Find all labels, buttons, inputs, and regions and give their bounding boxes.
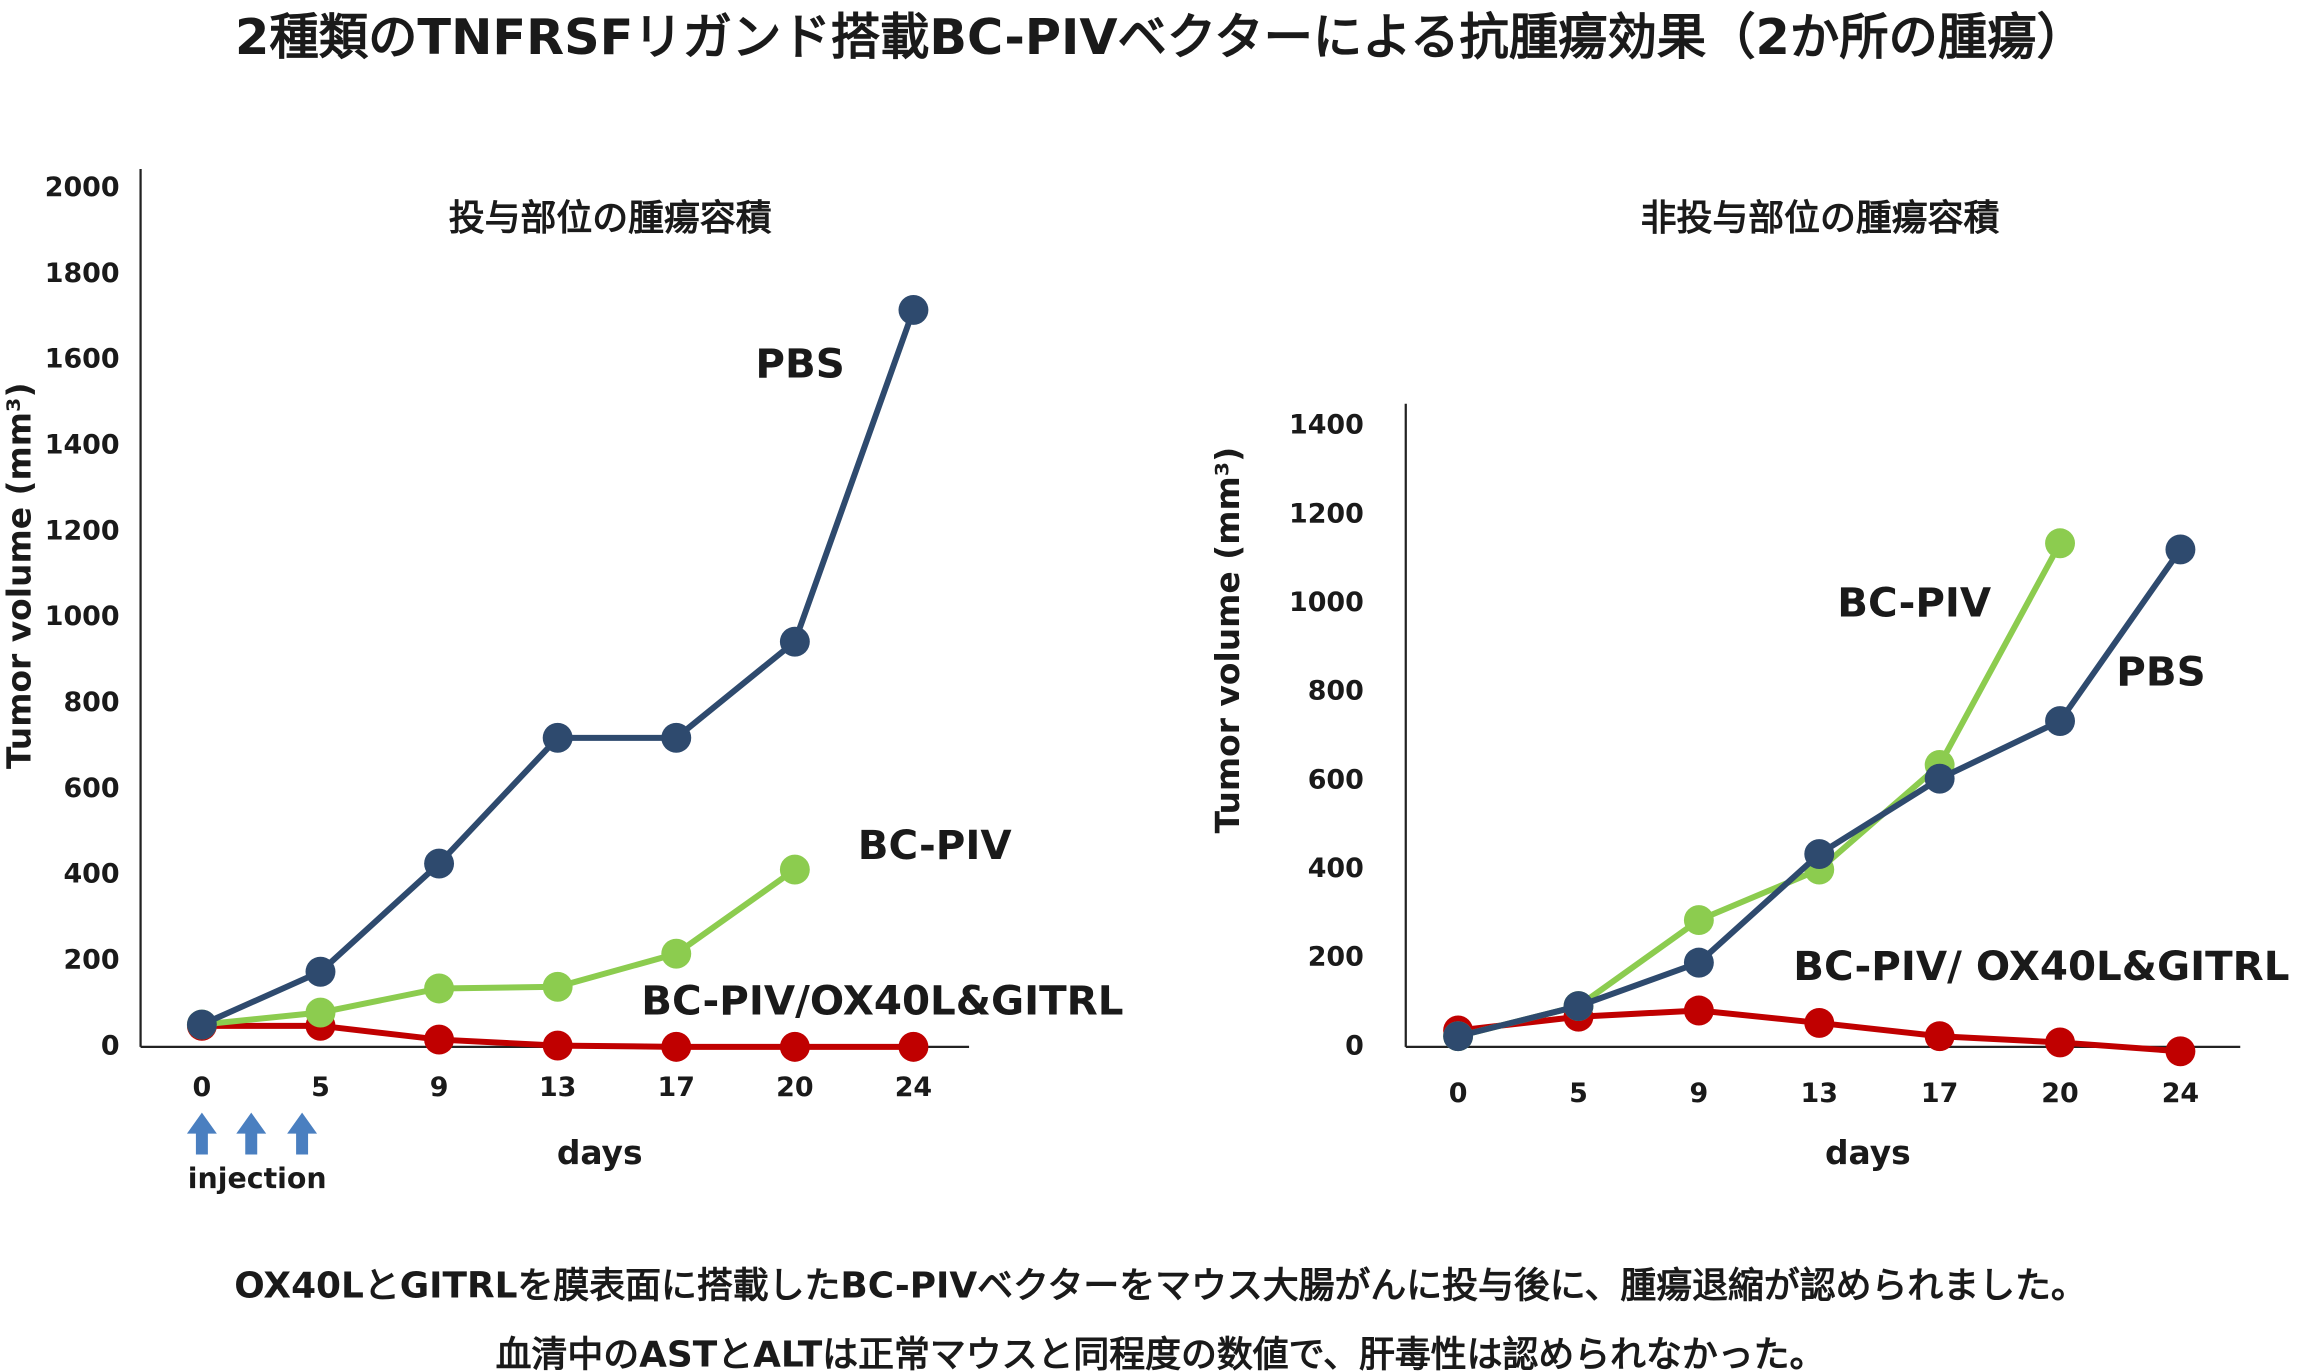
data-point bbox=[2165, 1036, 2196, 1067]
series-label: PBS bbox=[2116, 648, 2205, 695]
x-tick-label: 0 bbox=[1449, 1078, 1468, 1109]
y-tick-label: 1400 bbox=[1289, 410, 1364, 441]
data-point bbox=[1804, 1007, 1835, 1038]
caption: OX40LとGITRLを膜表面に搭載したBC-PIVベクターをマウス大腸がんに投… bbox=[234, 1266, 2087, 1307]
caption: 血清中のASTとALTは正常マウスと同程度の数値で、肝毒性は認められなかった。 bbox=[496, 1334, 1826, 1372]
y-tick-label: 0 bbox=[101, 1030, 120, 1061]
y-tick-label: 1800 bbox=[45, 258, 120, 289]
x-tick-label: 24 bbox=[895, 1072, 932, 1103]
x-tick-label: 24 bbox=[2162, 1078, 2199, 1109]
x-tick-label: 9 bbox=[430, 1072, 449, 1103]
x-tick-label: 5 bbox=[1569, 1078, 1588, 1109]
data-point bbox=[1443, 1021, 1474, 1052]
data-point bbox=[2045, 706, 2075, 736]
y-tick-label: 800 bbox=[1308, 676, 1364, 707]
x-tick-label: 5 bbox=[311, 1072, 330, 1103]
data-point bbox=[779, 1031, 810, 1062]
y-tick-label: 200 bbox=[1308, 942, 1364, 973]
data-point bbox=[1924, 1021, 1955, 1052]
injection-arrows bbox=[186, 1112, 318, 1155]
data-point bbox=[661, 722, 692, 753]
data-point bbox=[1683, 947, 1714, 978]
data-point bbox=[424, 1024, 455, 1055]
data-point bbox=[1683, 905, 1714, 936]
data-point bbox=[2045, 528, 2075, 559]
data-point bbox=[542, 1030, 573, 1061]
y-tick-label: 1000 bbox=[45, 601, 120, 632]
data-point bbox=[542, 971, 573, 1002]
chart-title: 投与部位の腫瘍容積 bbox=[449, 198, 772, 239]
x-axis-label: days bbox=[557, 1133, 643, 1172]
data-point bbox=[186, 1009, 217, 1040]
y-tick-label: 600 bbox=[63, 773, 119, 804]
y-tick-label: 800 bbox=[63, 687, 119, 718]
x-tick-label: 17 bbox=[1921, 1078, 1958, 1109]
x-axis-label: days bbox=[1825, 1133, 1911, 1172]
series-label: BC-PIV bbox=[1837, 580, 1992, 627]
series-label: BC-PIV/OX40L&GITRL bbox=[641, 977, 1123, 1024]
y-tick-label: 1200 bbox=[45, 515, 120, 546]
data-point bbox=[1804, 839, 1835, 869]
chart-title: 非投与部位の腫瘍容積 bbox=[1641, 198, 2000, 239]
y-tick-label: 0 bbox=[1345, 1030, 1364, 1061]
data-point bbox=[424, 848, 455, 879]
x-tick-label: 9 bbox=[1690, 1078, 1709, 1109]
y-axis-label: Tumor volume (mm³) bbox=[1208, 447, 1247, 834]
series-label: BC-PIV bbox=[858, 822, 1013, 869]
y-tick-label: 200 bbox=[63, 945, 119, 976]
data-point bbox=[661, 1031, 692, 1062]
y-tick-label: 1400 bbox=[45, 429, 120, 460]
data-point bbox=[779, 626, 810, 657]
data-point bbox=[542, 722, 573, 753]
x-tick-label: 20 bbox=[2041, 1078, 2078, 1109]
x-tick-label: 20 bbox=[776, 1072, 813, 1103]
series-label: BC-PIV/ OX40L&GITRL bbox=[1793, 943, 2289, 990]
data-point bbox=[1924, 763, 1955, 794]
x-tick-label: 0 bbox=[193, 1072, 212, 1103]
y-tick-label: 400 bbox=[63, 859, 119, 890]
data-point bbox=[1563, 991, 1594, 1022]
data-point bbox=[898, 1031, 929, 1062]
y-tick-label: 2000 bbox=[45, 172, 120, 203]
x-tick-label: 13 bbox=[539, 1072, 576, 1103]
data-point bbox=[305, 997, 336, 1028]
x-tick-label: 17 bbox=[658, 1072, 695, 1103]
data-point bbox=[779, 854, 810, 885]
y-tick-label: 1200 bbox=[1289, 498, 1364, 529]
data-point bbox=[2165, 534, 2196, 565]
data-point bbox=[898, 294, 929, 325]
y-tick-label: 600 bbox=[1308, 764, 1364, 795]
y-tick-label: 1600 bbox=[45, 344, 120, 375]
data-point bbox=[424, 973, 455, 1004]
series-line bbox=[200, 308, 917, 1028]
page-title: 2種類のTNFRSFリガンド搭載BC-PIVベクターによる抗腫瘍効果（2か所の腫… bbox=[235, 8, 2086, 66]
y-tick-label: 1000 bbox=[1289, 587, 1364, 618]
series-label: PBS bbox=[755, 340, 844, 387]
annotation: injection bbox=[188, 1162, 327, 1195]
series-line bbox=[201, 867, 797, 1028]
data-point bbox=[305, 956, 336, 987]
x-tick-label: 13 bbox=[1801, 1078, 1838, 1109]
y-tick-label: 400 bbox=[1308, 853, 1364, 884]
data-point bbox=[2045, 1027, 2075, 1058]
data-point bbox=[661, 938, 692, 969]
y-axis-label: Tumor volume (mm³) bbox=[0, 383, 38, 770]
data-point bbox=[1683, 995, 1714, 1026]
